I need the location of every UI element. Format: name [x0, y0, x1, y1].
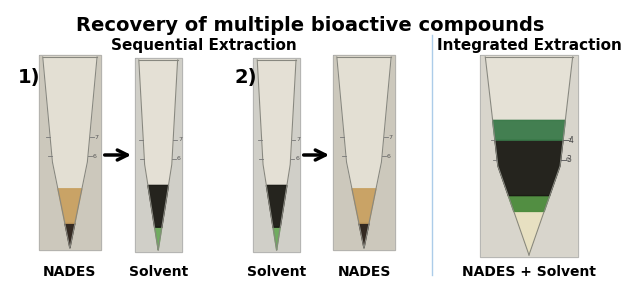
- Text: 7: 7: [388, 135, 392, 140]
- Polygon shape: [65, 223, 75, 248]
- Polygon shape: [139, 60, 178, 250]
- Text: 6: 6: [177, 156, 181, 161]
- Text: 2): 2): [235, 68, 257, 87]
- Text: 7: 7: [95, 135, 99, 140]
- Polygon shape: [253, 58, 300, 252]
- Polygon shape: [481, 55, 577, 257]
- Polygon shape: [485, 57, 573, 255]
- Polygon shape: [273, 227, 280, 250]
- Text: 6: 6: [296, 156, 300, 161]
- Text: Recovery of multiple bioactive compounds: Recovery of multiple bioactive compounds: [76, 16, 545, 35]
- Text: 6: 6: [387, 154, 390, 159]
- Polygon shape: [337, 57, 391, 248]
- Text: Sequential Extraction: Sequential Extraction: [111, 38, 297, 53]
- Polygon shape: [155, 227, 162, 250]
- Text: NADES: NADES: [337, 265, 390, 279]
- Text: Solvent: Solvent: [247, 265, 307, 279]
- Polygon shape: [359, 223, 369, 248]
- Polygon shape: [58, 189, 82, 223]
- Polygon shape: [495, 140, 563, 196]
- Text: Solvent: Solvent: [129, 265, 188, 279]
- Polygon shape: [493, 120, 565, 140]
- Polygon shape: [43, 57, 97, 248]
- Text: 3: 3: [566, 155, 572, 164]
- Text: 1): 1): [17, 68, 40, 87]
- Polygon shape: [257, 60, 296, 250]
- Text: Integrated Extraction: Integrated Extraction: [436, 38, 621, 53]
- Text: 6: 6: [93, 154, 97, 159]
- Text: 7: 7: [178, 137, 182, 142]
- Polygon shape: [333, 55, 395, 250]
- Text: 4: 4: [569, 136, 573, 145]
- Text: 7: 7: [568, 138, 572, 143]
- Polygon shape: [514, 212, 544, 255]
- Text: 6: 6: [566, 158, 570, 163]
- Polygon shape: [266, 185, 287, 227]
- Polygon shape: [148, 185, 168, 227]
- Polygon shape: [352, 189, 376, 223]
- Text: NADES + Solvent: NADES + Solvent: [462, 265, 596, 279]
- Text: NADES: NADES: [43, 265, 97, 279]
- Text: 7: 7: [296, 137, 300, 142]
- FancyBboxPatch shape: [0, 0, 624, 295]
- Polygon shape: [508, 196, 550, 212]
- Polygon shape: [39, 55, 101, 250]
- Polygon shape: [135, 58, 182, 252]
